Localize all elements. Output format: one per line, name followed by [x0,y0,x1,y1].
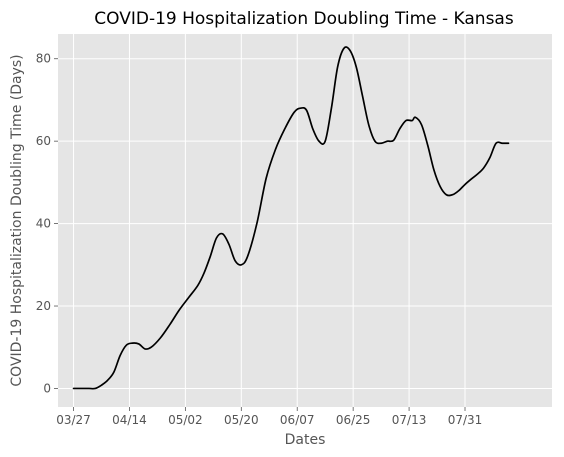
y-tick-label: 0 [43,381,51,395]
grid [58,34,552,407]
x-tick-label: 04/14 [112,413,147,427]
x-tick-label: 05/02 [168,413,203,427]
y-tick-label: 40 [36,217,51,231]
x-tick-label: 07/13 [392,413,427,427]
chart-title: COVID-19 Hospitalization Doubling Time -… [94,9,514,29]
x-tick-label: 06/25 [336,413,371,427]
plot-area [58,34,552,407]
x-tick-label: 03/27 [56,413,91,427]
x-tick-label: 07/31 [448,413,483,427]
x-tick-label: 06/07 [280,413,315,427]
x-axis-label: Dates [285,432,326,448]
y-tick-label: 20 [36,299,51,313]
y-tick-label: 60 [36,134,51,148]
ticks: 03/27 04/14 05/02 05/20 06/07 06/25 07/13 07/31… [36,52,483,427]
series-line [72,46,510,390]
y-tick-label: 80 [36,52,51,66]
y-axis-label: COVID-19 Hospitalization Doubling Time (… [9,54,25,386]
x-tick-label: 05/20 [224,413,259,427]
